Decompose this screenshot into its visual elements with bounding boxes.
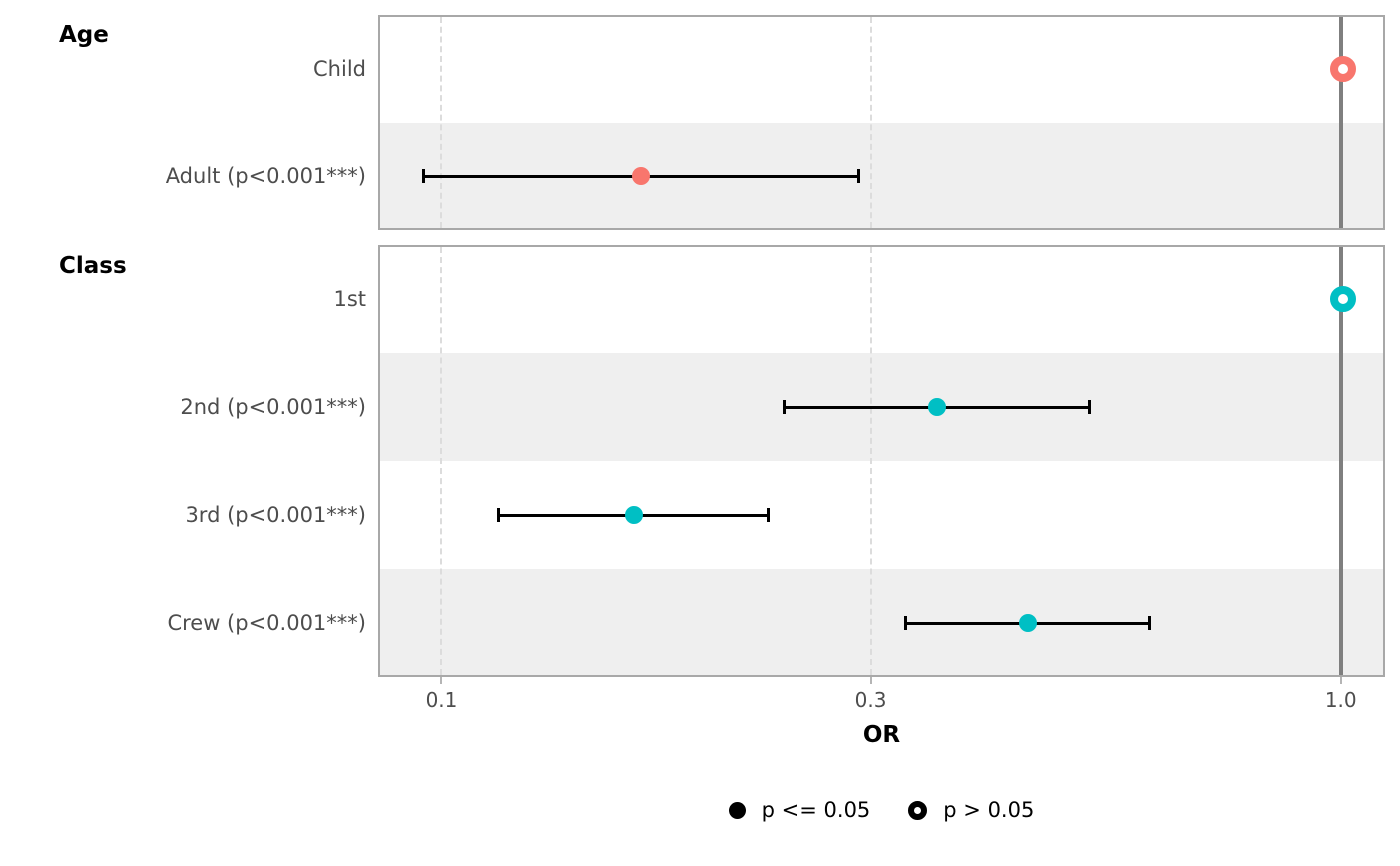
gridline: [440, 247, 443, 675]
ci-cap-high: [1088, 400, 1092, 414]
row-label: 1st: [333, 287, 366, 311]
point-marker-open: [1329, 55, 1356, 82]
point-marker-filled: [928, 398, 947, 416]
gridline: [440, 17, 443, 228]
x-tick-label: 1.0: [1324, 688, 1357, 712]
point-marker-filled: [632, 167, 651, 186]
reference-line: [1338, 247, 1343, 675]
reference-line: [1338, 17, 1343, 228]
legend: p <= 0.05 p > 0.05: [378, 798, 1385, 822]
legend-filled-circle-icon: [728, 801, 746, 819]
panel-class: [378, 245, 1385, 677]
row-label: Child: [313, 56, 366, 81]
legend-item: p <= 0.05: [728, 798, 871, 822]
point-marker-filled: [1019, 614, 1038, 632]
ci-cap-low: [497, 508, 501, 522]
x-tick: [869, 677, 872, 684]
gridline: [869, 247, 872, 675]
ci-cap-low: [422, 169, 426, 184]
legend-label: p <= 0.05: [761, 798, 871, 822]
ci-cap-high: [766, 508, 770, 522]
ci-cap-low: [782, 400, 786, 414]
legend-open-circle-icon: [908, 800, 928, 820]
legend-item: p > 0.05: [908, 798, 1034, 822]
x-axis-title: OR: [862, 722, 901, 748]
row-label: Adult (p<0.001***): [165, 164, 366, 189]
row-label: 2nd (p<0.001***): [180, 395, 366, 419]
x-tick: [1339, 677, 1342, 684]
point-marker-filled: [625, 506, 644, 524]
group-header-age: Age: [59, 22, 109, 48]
row-label: 3rd (p<0.001***): [185, 503, 366, 527]
x-tick-label: 0.1: [425, 688, 458, 712]
panel-stripe: [380, 569, 1383, 675]
ci-cap-high: [1147, 616, 1151, 630]
x-tick: [440, 677, 443, 684]
point-marker-open: [1329, 286, 1356, 312]
legend-label: p > 0.05: [943, 798, 1035, 822]
ci-cap-low: [903, 616, 907, 630]
x-tick-label: 0.3: [854, 688, 887, 712]
row-label: Crew (p<0.001***): [167, 611, 366, 635]
ci-cap-high: [857, 169, 861, 184]
gridline: [869, 17, 872, 228]
panel-age: [378, 15, 1385, 230]
group-header-class: Class: [59, 253, 127, 279]
